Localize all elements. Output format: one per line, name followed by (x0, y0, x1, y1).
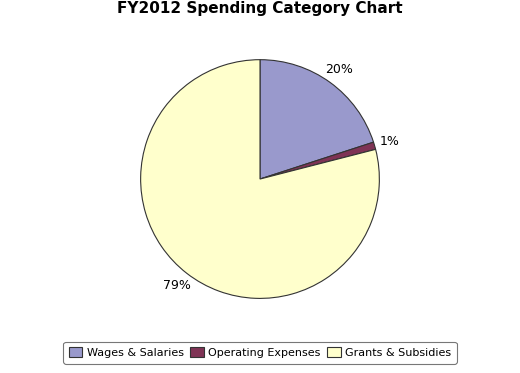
Wedge shape (260, 142, 375, 179)
Title: FY2012 Spending Category Chart: FY2012 Spending Category Chart (117, 1, 403, 16)
Wedge shape (260, 60, 373, 179)
Wedge shape (140, 60, 380, 298)
Text: 1%: 1% (380, 135, 399, 148)
Text: 20%: 20% (326, 63, 353, 76)
Legend: Wages & Salaries, Operating Expenses, Grants & Subsidies: Wages & Salaries, Operating Expenses, Gr… (63, 342, 457, 364)
Text: 79%: 79% (163, 279, 191, 292)
